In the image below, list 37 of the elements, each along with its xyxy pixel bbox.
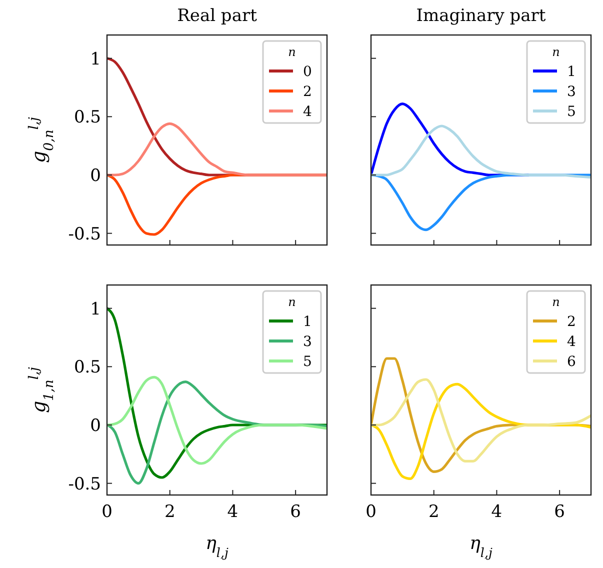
chart-title: Real part <box>177 6 258 26</box>
x-tick-label: 2 <box>164 502 176 522</box>
line-series <box>107 376 327 465</box>
legend-label: 3 <box>303 334 312 350</box>
y-tick-label: 0.5 <box>74 358 101 378</box>
y-tick-label: -0.5 <box>68 474 101 494</box>
legend-label: 1 <box>303 314 312 330</box>
y-tick-label: -0.5 <box>68 224 101 244</box>
x-tick-label: 6 <box>554 502 565 522</box>
y-tick-label: 1 <box>90 299 101 320</box>
x-axis-title: η$_{l,j}$ <box>206 533 228 560</box>
y-tick-label: 0 <box>90 166 101 186</box>
chart-title: Imaginary part <box>416 6 546 26</box>
legend-title: n <box>288 295 296 309</box>
legend-label: 5 <box>567 104 576 120</box>
y-tick-label: 0.5 <box>74 108 101 128</box>
legend-label: 4 <box>567 334 576 350</box>
line-series <box>107 122 327 176</box>
legend-label: 5 <box>303 354 312 370</box>
x-tick-label: 4 <box>491 502 502 522</box>
legend-title: n <box>552 295 560 309</box>
x-tick-label: 0 <box>366 502 376 522</box>
legend-label: 1 <box>567 64 576 80</box>
x-axis-title: η$_{l,j}$ <box>470 533 492 560</box>
y-tick-label: 0 <box>90 416 101 436</box>
legend-label: 2 <box>303 84 312 100</box>
legend-label: 2 <box>567 314 576 330</box>
x-tick-label: 4 <box>227 502 238 522</box>
legend-label: 4 <box>303 104 312 120</box>
legend-label: 0 <box>303 64 312 80</box>
legend-label: 3 <box>567 84 576 100</box>
legend-title: n <box>552 45 560 59</box>
legend-label: 6 <box>567 354 576 370</box>
legend-title: n <box>288 45 296 59</box>
y-tick-label: 1 <box>90 49 101 70</box>
x-tick-label: 6 <box>290 502 301 522</box>
x-tick-label: 2 <box>428 502 440 522</box>
